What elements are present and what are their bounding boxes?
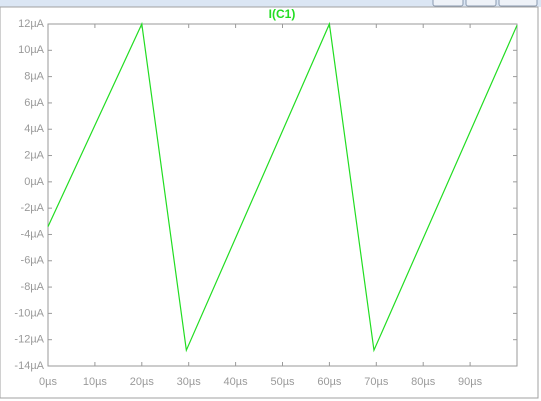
trace-line [47,21,518,353]
y-tick-label: 4µA [24,123,44,135]
y-tick-label: -8µA [21,281,45,293]
x-tick-label: 60µs [317,376,342,388]
y-tick-label: -10µA [14,307,44,319]
y-tick-label: -14µA [14,360,44,372]
window-titlebar [0,0,541,7]
plot-pane [0,6,539,399]
x-tick-label: 20µs [130,376,155,388]
y-tick-label: 8µA [24,71,44,83]
y-tick-label: 12µA [18,18,45,30]
x-tick-label: 30µs [177,376,202,388]
x-tick-label: 80µs [411,376,436,388]
minimize-button[interactable] [432,0,464,7]
y-tick-label: 10µA [18,44,45,56]
x-tick-label: 0µs [39,376,57,388]
x-tick-label: 40µs [224,376,249,388]
close-button[interactable] [498,0,538,7]
maximize-button[interactable] [465,0,497,7]
x-tick-label: 90µs [458,376,483,388]
y-tick-label: 0µA [24,176,44,188]
trace-title: I(C1) [269,7,296,21]
y-tick-label: 2µA [24,149,44,161]
y-tick-label: -6µA [21,255,45,267]
y-tick-label: -2µA [21,202,45,214]
x-tick-label: 70µs [364,376,389,388]
y-tick-label: -4µA [21,228,45,240]
x-tick-label: 50µs [270,376,295,388]
y-tick-label: 6µA [24,97,44,109]
x-tick-label: 10µs [83,376,108,388]
y-tick-label: -12µA [14,334,44,346]
